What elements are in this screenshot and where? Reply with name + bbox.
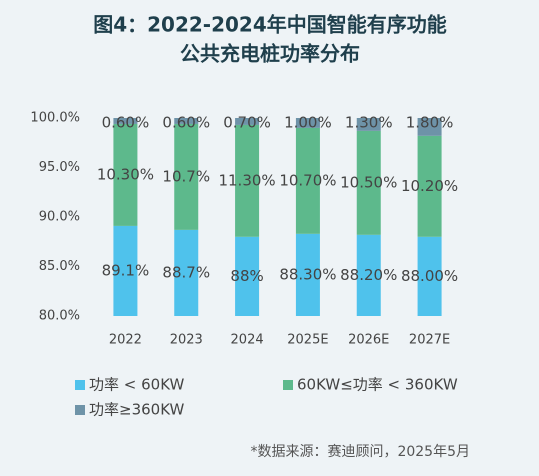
y-tick-label: 95.0%	[39, 160, 80, 175]
value-label: 89.1%	[102, 261, 150, 279]
bar-segment	[113, 225, 138, 316]
value-label: 0.60%	[102, 114, 150, 132]
value-label: 10.30%	[97, 165, 154, 183]
bar-segment	[174, 229, 199, 316]
x-tick-label: 2022	[109, 333, 142, 348]
y-tick-label: 80.0%	[39, 309, 80, 324]
legend-swatch	[75, 380, 85, 390]
bar-segment	[356, 130, 381, 235]
x-tick-label: 2026E	[348, 333, 389, 348]
legend-swatch	[75, 405, 85, 415]
value-label: 88%	[230, 267, 263, 285]
chart-title: 图4：2022-2024年中国智能有序功能	[93, 13, 447, 37]
bar-segment	[417, 135, 442, 237]
bar-segment	[417, 236, 442, 316]
x-tick-label: 2023	[170, 333, 203, 348]
value-label: 88.00%	[401, 267, 458, 285]
bar-segment	[295, 233, 320, 316]
y-tick-label: 90.0%	[39, 210, 80, 225]
bar-segment	[356, 118, 381, 131]
legend-label: 60KW≤功率 < 360KW	[297, 376, 458, 394]
legend-label: 功率≥360KW	[89, 401, 185, 419]
source-note: *数据来源：赛迪顾问，2025年5月	[250, 444, 470, 460]
x-tick-label: 2027E	[409, 333, 450, 348]
value-label: 11.30%	[218, 171, 275, 189]
bar-segment	[295, 127, 320, 234]
bar-segment	[356, 234, 381, 316]
value-label: 10.7%	[162, 167, 210, 185]
bar-segment	[235, 236, 260, 316]
x-tick-label: 2025E	[287, 333, 328, 348]
bar-segment	[113, 123, 138, 226]
legend-swatch	[283, 380, 293, 390]
bar-segment	[174, 123, 199, 230]
bar-segment	[295, 118, 320, 128]
y-tick-label: 100.0%	[30, 111, 80, 126]
value-label: 1.80%	[406, 114, 454, 132]
value-label: 88.7%	[162, 263, 210, 281]
value-label: 10.50%	[340, 173, 397, 191]
bar-segment	[417, 118, 442, 136]
bar-segment	[235, 124, 260, 237]
value-label: 0.60%	[162, 114, 210, 132]
chart-title: 公共充电桩功率分布	[180, 42, 360, 66]
bar-segment	[174, 118, 199, 124]
value-label: 10.70%	[279, 171, 336, 189]
value-label: 0.70%	[223, 114, 271, 132]
bar-segment	[235, 118, 260, 125]
value-label: 1.30%	[345, 114, 393, 132]
legend-label: 功率 < 60KW	[89, 376, 184, 394]
bar-segment	[113, 118, 138, 124]
x-tick-label: 2024	[231, 333, 264, 348]
value-label: 10.20%	[401, 177, 458, 195]
y-tick-label: 85.0%	[39, 259, 80, 274]
value-label: 88.30%	[279, 265, 336, 283]
value-label: 1.00%	[284, 114, 332, 132]
value-label: 88.20%	[340, 266, 397, 284]
